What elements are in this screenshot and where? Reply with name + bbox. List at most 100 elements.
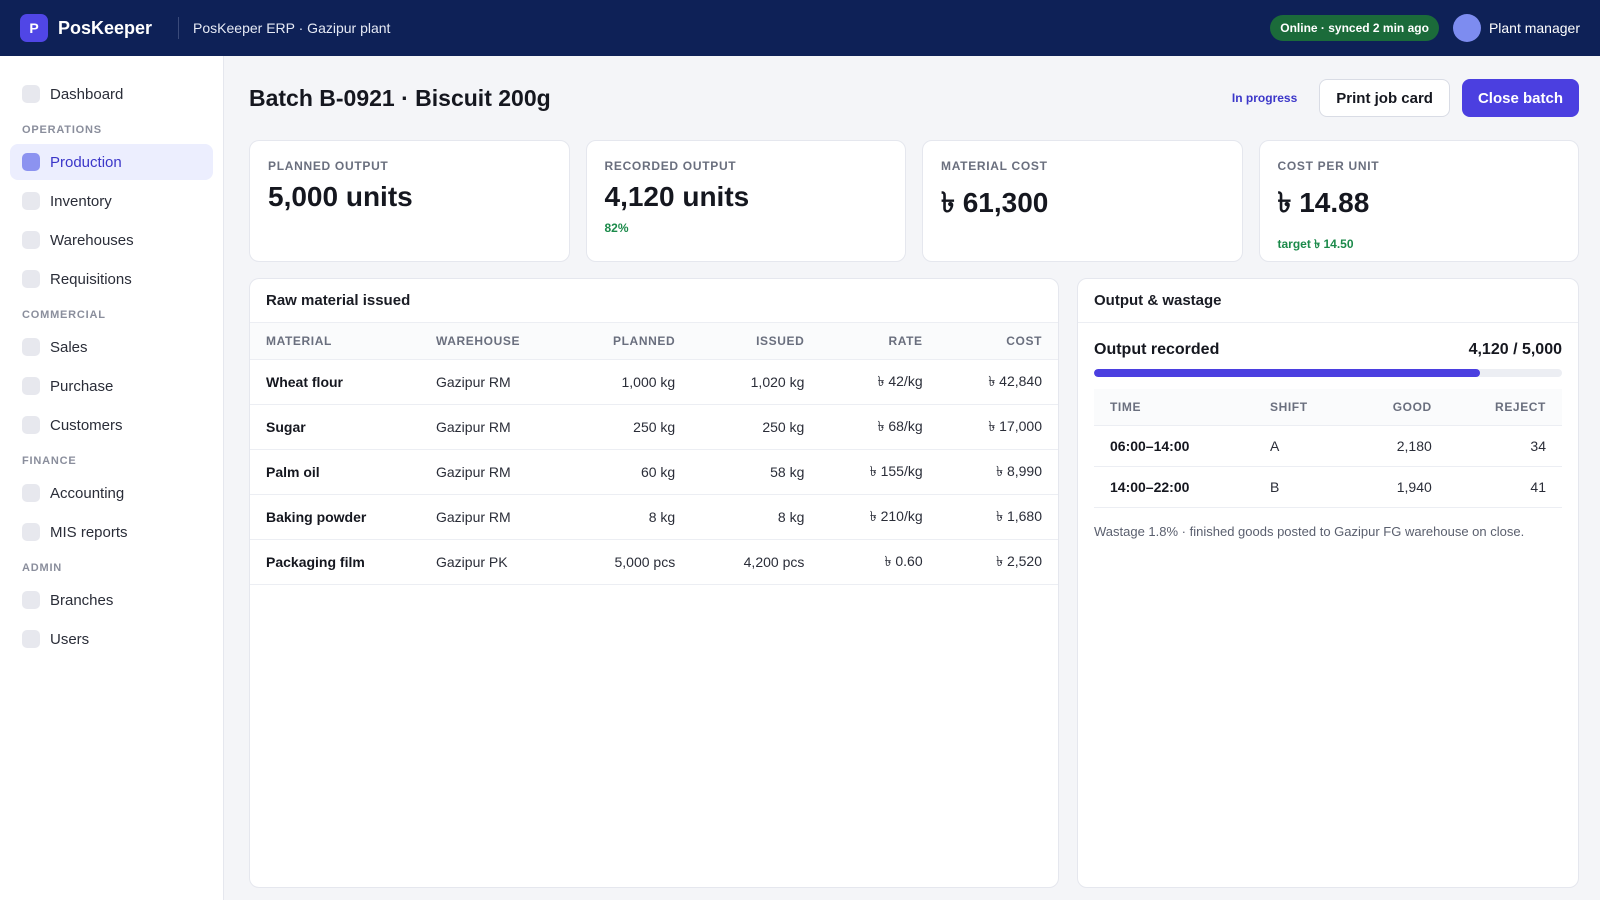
issued-cell: 1,020 kg xyxy=(691,359,821,405)
sidebar-section-finance: FINANCE xyxy=(22,455,77,467)
requisitions-icon xyxy=(22,270,40,288)
main-content: Batch B-0921 · Biscuit 200g In progress … xyxy=(249,56,1579,900)
table-row[interactable]: Wheat flour Gazipur RM 1,000 kg 1,020 kg… xyxy=(250,359,1058,405)
kpi-sub: target ৳ 14.50 xyxy=(1277,237,1354,251)
kpi-value: ৳ 61,300 xyxy=(941,187,1049,218)
planned-cell: 250 kg xyxy=(560,404,692,450)
sidebar-item-mis-reports[interactable]: MIS reports xyxy=(10,514,213,550)
print-job-card-button[interactable]: Print job card xyxy=(1319,79,1450,117)
warehouse-cell: Gazipur PK xyxy=(420,539,560,585)
issued-cell: 58 kg xyxy=(691,449,821,495)
table-row[interactable]: Packaging film Gazipur PK 5,000 pcs 4,20… xyxy=(250,539,1058,585)
kpi-sub: 82% xyxy=(604,221,629,235)
issued-cell: 4,200 pcs xyxy=(691,539,821,585)
warehouses-icon xyxy=(22,231,40,249)
table-row[interactable]: 14:00–22:00 B 1,940 41 xyxy=(1094,466,1562,508)
warehouse-cell: Gazipur RM xyxy=(420,494,560,540)
divider xyxy=(178,17,180,39)
table-row[interactable]: Palm oil Gazipur RM 60 kg 58 kg ৳ 155/kg… xyxy=(250,449,1058,495)
reports-icon xyxy=(22,523,40,541)
sidebar-item-label: Users xyxy=(50,630,90,648)
column-header: PLANNED xyxy=(560,323,692,360)
purchase-icon xyxy=(22,377,40,395)
issued-cell: 250 kg xyxy=(691,404,821,450)
output-recorded-label: Output recorded xyxy=(1094,341,1220,358)
avatar[interactable] xyxy=(1452,14,1481,42)
sidebar-item-branches[interactable]: Branches xyxy=(10,582,213,618)
status-badge: In progress xyxy=(1231,91,1298,105)
page-title: Batch B-0921 · Biscuit 200g xyxy=(249,84,551,111)
close-batch-button[interactable]: Close batch xyxy=(1461,79,1579,117)
material-name: Palm oil xyxy=(250,449,420,495)
reject-cell: 34 xyxy=(1447,425,1562,467)
table-row[interactable]: Sugar Gazipur RM 250 kg 250 kg ৳ 68/kg ৳… xyxy=(250,404,1058,450)
rate-cell: ৳ 42/kg xyxy=(820,359,939,405)
sidebar-item-users[interactable]: Users xyxy=(10,621,213,657)
kpi-label: RECORDED OUTPUT xyxy=(604,159,737,173)
cost-cell: ৳ 17,000 xyxy=(938,404,1058,450)
planned-cell: 1,000 kg xyxy=(560,359,692,405)
kpi-value: 4,120 units xyxy=(604,181,750,212)
time-cell: 06:00–14:00 xyxy=(1094,425,1254,467)
good-cell: 2,180 xyxy=(1349,425,1448,467)
column-header: WAREHOUSE xyxy=(420,323,560,360)
output-progress-bar xyxy=(1094,369,1562,377)
planned-cell: 5,000 pcs xyxy=(560,539,692,585)
cost-cell: ৳ 1,680 xyxy=(938,494,1058,540)
user-menu[interactable]: Plant manager xyxy=(1488,20,1580,36)
output-recorded-value: 4,120 / 5,000 xyxy=(1468,341,1562,358)
sidebar-item-label: MIS reports xyxy=(50,523,128,541)
sidebar-item-label: Warehouses xyxy=(50,231,134,249)
production-icon xyxy=(22,153,40,171)
good-cell: 1,940 xyxy=(1349,466,1448,508)
panel-title: Raw material issued xyxy=(250,279,1058,323)
sidebar-item-label: Inventory xyxy=(50,192,112,210)
output-progress-fill xyxy=(1094,369,1480,377)
sidebar-section-admin: ADMIN xyxy=(22,562,63,574)
column-header: RATE xyxy=(820,323,939,360)
branches-icon xyxy=(22,591,40,609)
cost-cell: ৳ 2,520 xyxy=(938,539,1058,585)
warehouse-cell: Gazipur RM xyxy=(420,404,560,450)
sidebar-item-customers[interactable]: Customers xyxy=(10,407,213,443)
sidebar: Dashboard OPERATIONS Production Inventor… xyxy=(0,56,224,900)
sidebar-item-sales[interactable]: Sales xyxy=(10,329,213,365)
sidebar-item-label: Accounting xyxy=(50,484,125,502)
rate-cell: ৳ 210/kg xyxy=(820,494,939,540)
warehouse-cell: Gazipur RM xyxy=(420,359,560,405)
sidebar-item-inventory[interactable]: Inventory xyxy=(10,183,213,219)
column-header: COST xyxy=(938,323,1058,360)
sidebar-item-label: Requisitions xyxy=(50,270,132,288)
sidebar-item-label: Purchase xyxy=(50,377,114,395)
sidebar-item-purchase[interactable]: Purchase xyxy=(10,368,213,404)
kpi-value: ৳ 14.88 xyxy=(1277,187,1370,218)
material-name: Sugar xyxy=(250,404,420,450)
sidebar-item-requisitions[interactable]: Requisitions xyxy=(10,261,213,297)
sidebar-item-production[interactable]: Production xyxy=(10,144,213,180)
sales-icon xyxy=(22,338,40,356)
users-icon xyxy=(22,630,40,648)
sidebar-item-accounting[interactable]: Accounting xyxy=(10,475,213,511)
dashboard-icon xyxy=(22,85,40,103)
shift-table: TIME SHIFT GOOD REJECT 06:00–14:00 A 2,1… xyxy=(1094,389,1562,508)
sidebar-item-label: Sales xyxy=(50,338,88,356)
column-header: GOOD xyxy=(1349,389,1448,426)
planned-cell: 60 kg xyxy=(560,449,692,495)
wastage-note: Wastage 1.8% · finished goods posted to … xyxy=(1094,523,1525,539)
app-title: PosKeeper ERP · Gazipur plant xyxy=(193,20,391,36)
raw-material-panel: Raw material issued MATERIAL WAREHOUSE P… xyxy=(249,278,1059,888)
sidebar-section-operations: OPERATIONS xyxy=(22,124,102,136)
material-name: Packaging film xyxy=(250,539,420,585)
sidebar-item-label: Production xyxy=(50,153,122,171)
sidebar-item-dashboard[interactable]: Dashboard xyxy=(10,76,213,112)
accounting-icon xyxy=(22,484,40,502)
kpi-card-recorded-output: RECORDED OUTPUT 4,120 units 82% xyxy=(585,140,906,262)
table-row[interactable]: Baking powder Gazipur RM 8 kg 8 kg ৳ 210… xyxy=(250,494,1058,540)
material-name: Baking powder xyxy=(250,494,420,540)
table-row[interactable]: 06:00–14:00 A 2,180 34 xyxy=(1094,425,1562,467)
sidebar-section-commercial: COMMERCIAL xyxy=(22,309,106,321)
column-header: MATERIAL xyxy=(250,323,420,360)
sidebar-item-warehouses[interactable]: Warehouses xyxy=(10,222,213,258)
shift-cell: B xyxy=(1254,466,1350,508)
sidebar-item-label: Customers xyxy=(50,416,123,434)
